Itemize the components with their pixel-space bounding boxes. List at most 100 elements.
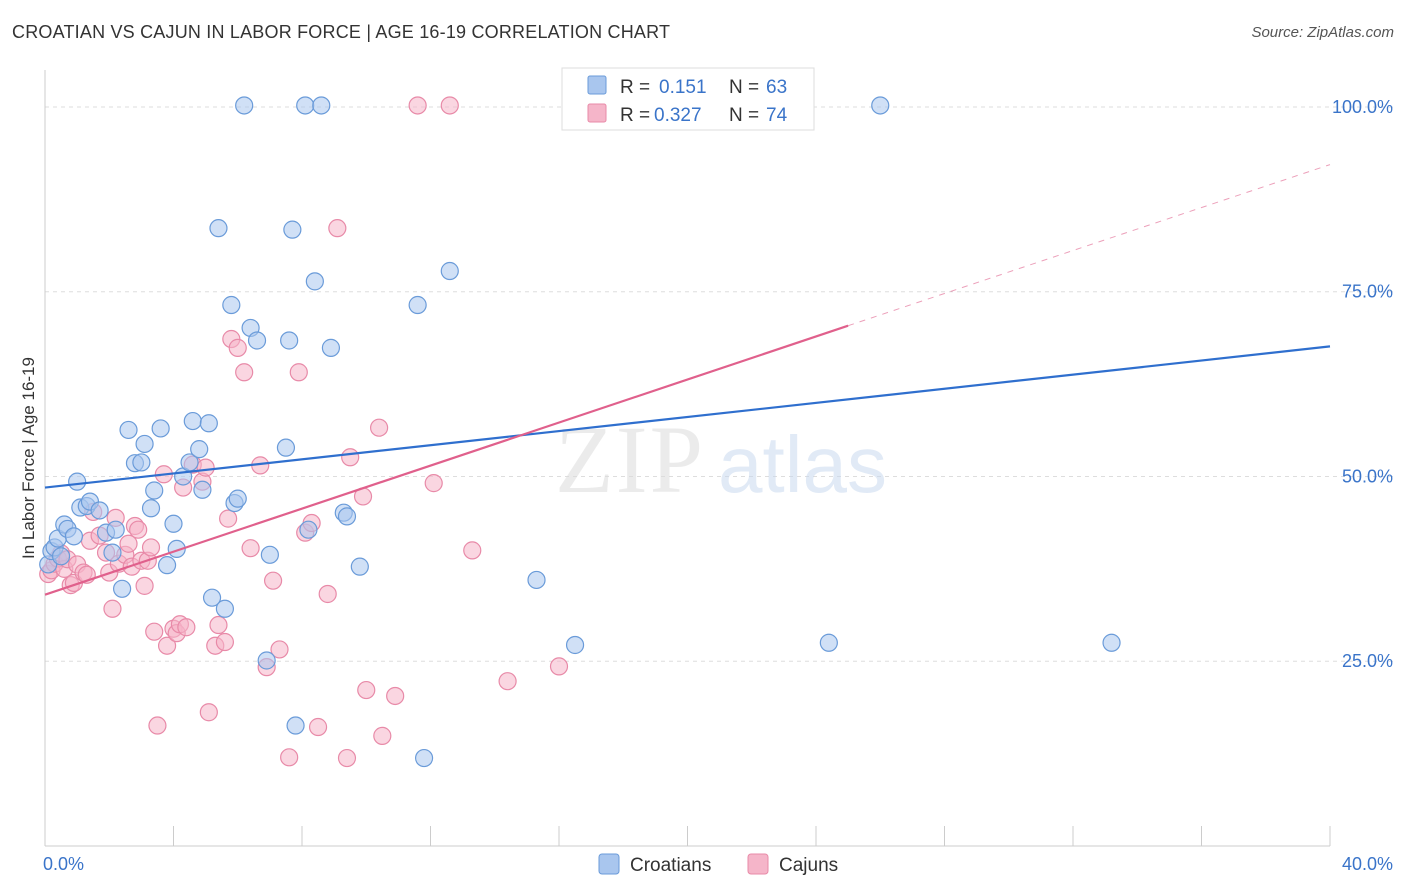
cajuns-point-66 <box>373 726 392 745</box>
stats-legend: R = 0.151 N = 63 R = 0.327 N = 74 <box>561 67 815 131</box>
croatians-point-30 <box>190 440 209 459</box>
croatians-point-52 <box>321 338 341 357</box>
cajuns-point-43 <box>209 615 228 635</box>
croatians-point-43 <box>260 545 279 564</box>
cajuns-point-72 <box>498 672 517 691</box>
croatians-point-58 <box>440 261 459 281</box>
cajuns-point-41 <box>199 703 218 722</box>
croatians-point-29 <box>183 411 202 431</box>
cajuns-point-48 <box>235 363 254 382</box>
legend-r-value-cajuns: 0.327 <box>654 105 702 126</box>
chart-source: Source: ZipAtlas.com <box>1251 24 1394 41</box>
cajuns-point-28 <box>141 538 161 557</box>
legend-swatch-cajuns <box>587 103 607 123</box>
croatians-point-61 <box>819 633 838 652</box>
croatians-point-21 <box>141 499 161 518</box>
croatians-point-38 <box>228 489 247 508</box>
croatians-point-57 <box>414 748 434 768</box>
cajuns-point-61 <box>337 748 357 768</box>
cajuns-point-24 <box>129 520 148 539</box>
cajuns-point-68 <box>408 96 427 115</box>
croatians-point-42 <box>257 651 276 670</box>
cajuns-point-45 <box>219 509 238 528</box>
cajuns-point-32 <box>157 636 177 655</box>
grid-lines <box>45 106 1394 662</box>
croatians-point-31 <box>193 480 212 499</box>
bottom-legend-label-croatians: Croatians <box>630 855 711 876</box>
croatians-point-48 <box>296 96 315 115</box>
cajuns-point-55 <box>289 363 308 382</box>
cajuns-point-62 <box>341 448 360 467</box>
croatians-point-22 <box>145 481 164 500</box>
cajuns-point-26 <box>135 576 154 595</box>
cajuns-point-58 <box>308 717 328 737</box>
croatians-point-62 <box>871 96 890 115</box>
cajuns-trend-line <box>44 324 849 596</box>
bottom-legend-label-cajuns: Cajuns <box>779 855 838 876</box>
croatians-point-20 <box>135 434 154 454</box>
watermark: ZIP atlas <box>555 406 887 513</box>
cajuns-point-64 <box>357 680 376 700</box>
cajuns-point-60 <box>328 219 347 238</box>
croatians-point-47 <box>286 716 305 735</box>
cajuns-point-44 <box>215 632 234 652</box>
cajuns-point-21 <box>119 534 138 553</box>
croatians-point-34 <box>209 219 228 238</box>
croatians-point-55 <box>350 557 369 576</box>
croatians-point-23 <box>151 419 170 438</box>
cajuns-point-65 <box>370 418 389 437</box>
y-axis-label: In Labor Force | Age 16-19 <box>19 357 38 559</box>
croatians-point-15 <box>106 520 125 539</box>
cajuns-point-59 <box>318 584 337 604</box>
croatians-point-14 <box>103 543 122 562</box>
croatians-point-33 <box>202 588 222 607</box>
cajuns-point-67 <box>386 686 405 706</box>
y-tick-label-3: 100.0% <box>1332 97 1393 117</box>
croatians-point-19 <box>132 453 151 472</box>
croatians-point-39 <box>235 96 254 115</box>
croatians-point-44 <box>276 438 296 457</box>
croatians-point-17 <box>119 420 138 440</box>
croatians-point-45 <box>280 331 299 350</box>
cajuns-point-49 <box>241 539 260 558</box>
watermark-zip: ZIP <box>555 406 705 513</box>
croatians-point-41 <box>247 331 267 350</box>
croatians-point-51 <box>312 96 331 115</box>
tick-labels: 25.0% 50.0% 75.0% 100.0% 0.0% 40.0% <box>43 97 1393 874</box>
croatians-point-46 <box>283 220 302 239</box>
cajuns-point-30 <box>148 716 167 735</box>
cajuns-point-47 <box>228 338 247 357</box>
cajuns-point-40 <box>196 458 215 477</box>
croatians-trend-line <box>44 345 1331 489</box>
y-tick-label-0: 25.0% <box>1342 651 1393 671</box>
croatians-point-24 <box>157 556 177 575</box>
legend-r-value-croatians: 0.151 <box>659 77 707 98</box>
croatians-point-35 <box>215 599 234 618</box>
trend-lines <box>44 164 1331 596</box>
croatians-point-60 <box>565 635 585 655</box>
cajuns-point-17 <box>103 599 122 618</box>
cajuns-point-73 <box>549 657 569 676</box>
cajuns-points <box>39 96 569 768</box>
croatians-point-50 <box>305 272 324 291</box>
chart-title: CROATIAN VS CAJUN IN LABOR FORCE | AGE 1… <box>12 22 671 42</box>
y-tick-label-2: 75.0% <box>1342 282 1393 302</box>
cajuns-point-71 <box>463 541 482 560</box>
cajuns-trend-extension <box>847 164 1331 327</box>
cajuns-point-29 <box>145 622 164 641</box>
legend-r-label-croatians: R = <box>620 77 650 98</box>
y-tick-label-1: 50.0% <box>1342 466 1393 486</box>
croatians-point-36 <box>222 295 241 315</box>
croatians-point-54 <box>337 507 357 526</box>
croatians-points <box>39 96 1121 768</box>
cajuns-point-69 <box>424 474 443 493</box>
cajuns-point-37 <box>177 618 196 637</box>
cajuns-point-52 <box>263 571 283 590</box>
bottom-legend: Croatians Cajuns <box>598 853 838 876</box>
legend-swatch-croatians <box>587 75 607 95</box>
legend-n-value-croatians: 63 <box>766 77 787 98</box>
croatians-point-8 <box>68 472 87 491</box>
croatians-point-12 <box>90 501 109 520</box>
croatians-point-49 <box>299 520 318 539</box>
